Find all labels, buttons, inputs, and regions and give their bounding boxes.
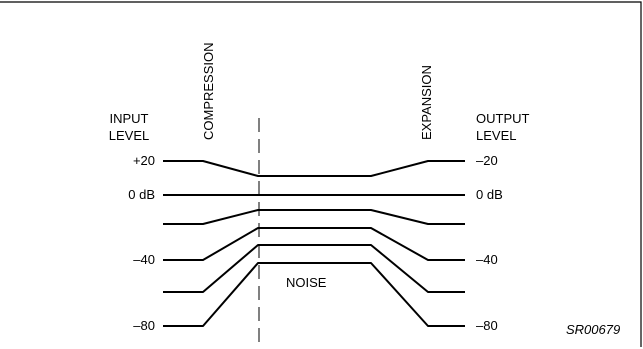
compression-label: COMPRESSION <box>201 42 216 140</box>
output-level-label-line1: OUTPUT <box>476 111 530 126</box>
level-path-minus80 <box>163 262 465 327</box>
level-path-minus20 <box>163 209 465 225</box>
expansion-label: EXPANSION <box>419 65 434 140</box>
output-tick-minus80: –80 <box>476 318 498 333</box>
input-tick-minus40: –40 <box>133 252 155 267</box>
noise-label: NOISE <box>286 275 327 290</box>
level-path-plus20 <box>163 160 465 177</box>
output-level-label-line2: LEVEL <box>476 128 516 143</box>
input-tick-plus20: +20 <box>133 153 155 168</box>
output-tick-minus20: –20 <box>476 153 498 168</box>
level-path-minus60 <box>163 244 465 293</box>
input-tick-0db: 0 dB <box>128 187 155 202</box>
input-level-label-line1: INPUT <box>110 111 149 126</box>
input-tick-minus80: –80 <box>133 318 155 333</box>
output-tick-0db: 0 dB <box>476 187 503 202</box>
level-path-minus40 <box>163 227 465 261</box>
input-level-label-line2: LEVEL <box>109 128 149 143</box>
output-tick-minus40: –40 <box>476 252 498 267</box>
figure-code: SR00679 <box>566 322 620 337</box>
